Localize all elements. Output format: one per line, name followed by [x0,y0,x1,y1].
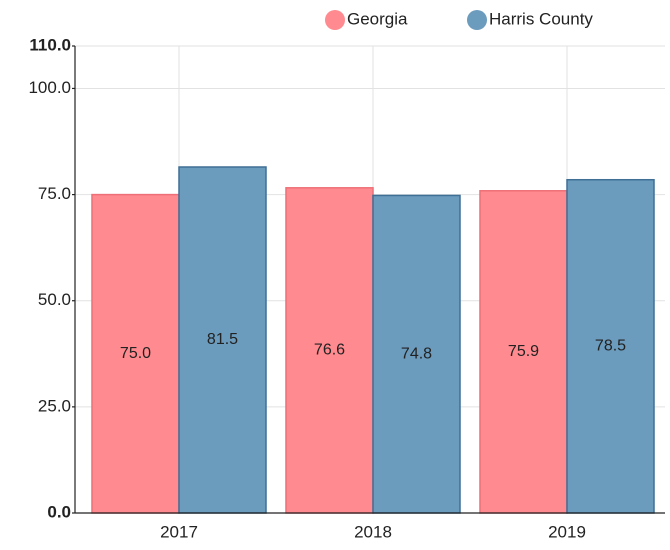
x-tick-label: 2018 [354,522,392,541]
bar [91,193,180,514]
bar [566,178,655,514]
data-label: 75.9 [508,343,539,360]
y-tick-label: 100.0 [28,78,71,97]
data-label: 76.6 [314,342,345,359]
data-label: 81.5 [207,331,238,348]
data-label: 78.5 [595,338,626,355]
data-label: 74.8 [401,345,432,362]
legend-label: Harris County [489,9,593,28]
y-tick-label: 50.0 [38,290,71,309]
y-tick-label: 0.0 [47,502,71,521]
legend-swatch [467,10,487,30]
y-tick-label: 110.0 [29,35,71,54]
data-label: 75.0 [120,345,151,362]
x-tick-label: 2019 [548,522,586,541]
bar [178,166,267,514]
bar [479,190,568,514]
x-tick-label: 2017 [160,522,198,541]
legend-swatch [325,10,345,30]
legend-label: Georgia [347,9,408,28]
y-tick-label: 25.0 [38,396,71,415]
y-tick-label: 75.0 [38,184,71,203]
